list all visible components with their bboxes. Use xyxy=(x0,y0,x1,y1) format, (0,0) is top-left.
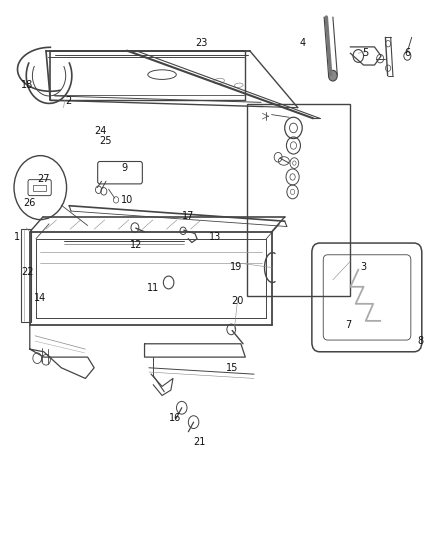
Text: 21: 21 xyxy=(193,438,205,447)
Text: 19: 19 xyxy=(230,262,243,271)
Circle shape xyxy=(328,70,337,81)
Text: 24: 24 xyxy=(95,126,107,135)
Text: 1: 1 xyxy=(14,232,20,242)
Text: 17: 17 xyxy=(182,211,194,221)
Text: 11: 11 xyxy=(147,283,159,293)
Text: 8: 8 xyxy=(417,336,424,346)
Text: 22: 22 xyxy=(21,267,33,277)
Bar xyxy=(247,104,350,296)
Text: 9: 9 xyxy=(122,163,128,173)
Text: 20: 20 xyxy=(232,296,244,306)
Text: 15: 15 xyxy=(226,363,238,373)
Text: 2: 2 xyxy=(65,96,71,106)
Text: 27: 27 xyxy=(38,174,50,183)
Text: 16: 16 xyxy=(169,414,181,423)
Text: 26: 26 xyxy=(24,198,36,207)
Text: 3: 3 xyxy=(360,262,367,271)
Text: 23: 23 xyxy=(195,38,208,47)
Text: 25: 25 xyxy=(99,136,111,146)
Bar xyxy=(33,185,46,191)
Text: 5: 5 xyxy=(363,49,369,58)
Text: 10: 10 xyxy=(121,195,133,205)
Text: 14: 14 xyxy=(34,294,46,303)
Text: 7: 7 xyxy=(345,320,351,330)
Text: 12: 12 xyxy=(130,240,142,250)
Bar xyxy=(21,229,31,322)
Text: 4: 4 xyxy=(299,38,305,47)
Text: 13: 13 xyxy=(208,232,221,242)
Text: 18: 18 xyxy=(21,80,33,90)
Text: 6: 6 xyxy=(404,49,410,58)
